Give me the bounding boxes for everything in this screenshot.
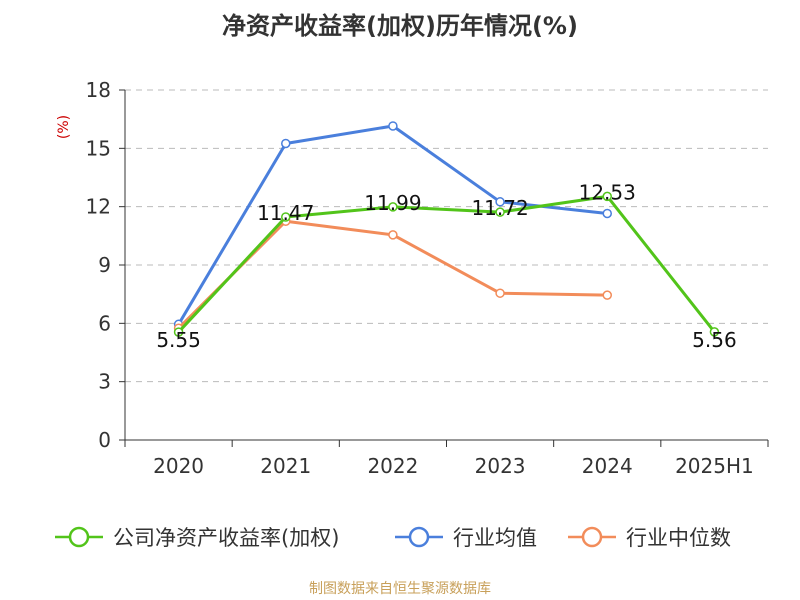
y-tick-label: 15 [86,136,111,160]
x-tick-label: 2024 [582,454,633,478]
data-point [602,208,612,219]
axes [119,89,769,447]
x-tick-labels: 2020 2021 2022 2023 2024 2025H1 [153,454,754,478]
chart-title: 净资产收益率(加权)历年情况(%) [222,12,578,40]
data-label: 11.99 [364,191,421,215]
data-point [602,290,612,300]
y-tick-label: 9 [98,253,111,277]
legend-label: 行业中位数 [626,526,731,550]
legend-label: 公司净资产收益率(加权) [113,526,339,550]
y-tick-label: 6 [98,311,111,335]
data-label: 11.72 [471,196,528,220]
data-point [281,138,291,149]
y-tick-label: 0 [98,428,111,452]
data-label: 12.53 [579,180,636,204]
data-labels: 5.55 11.47 11.99 11.72 12.53 5.56 [156,180,736,352]
legend-marker [408,526,430,548]
data-label: 11.47 [257,201,314,225]
legend-label: 行业均值 [453,526,537,550]
data-point [495,288,505,298]
x-tick-label: 2021 [260,454,311,478]
x-tick-label: 2023 [475,454,526,478]
data-point [281,212,291,222]
y-tick-labels: 0 3 6 9 12 15 18 [86,78,111,452]
data-point [495,197,505,207]
x-tick-label: 2020 [153,454,204,478]
legend-marker [581,526,603,548]
data-point [495,207,505,217]
data-point [602,191,612,202]
data-point [388,121,398,131]
legend: 公司净资产收益率(加权) 行业均值 行业中位数 [55,526,731,550]
source-note: 制图数据来自恒生聚源数据库 [309,581,491,597]
data-label: 5.56 [692,328,737,352]
data-point [388,202,398,212]
y-tick-label: 3 [98,370,111,394]
data-point [388,230,398,240]
series-group [173,121,720,337]
data-label: 5.55 [156,328,201,352]
grid-lines [125,89,768,383]
y-tick-label: 18 [86,78,111,102]
x-tick-label: 2022 [367,454,418,478]
data-point [173,327,184,337]
y-tick-label: 12 [86,195,111,219]
x-tick-label: 2025H1 [675,454,754,478]
legend-marker [68,526,90,548]
series-line [177,194,716,334]
data-point [709,327,720,337]
y-axis-label: (%) [56,115,72,139]
